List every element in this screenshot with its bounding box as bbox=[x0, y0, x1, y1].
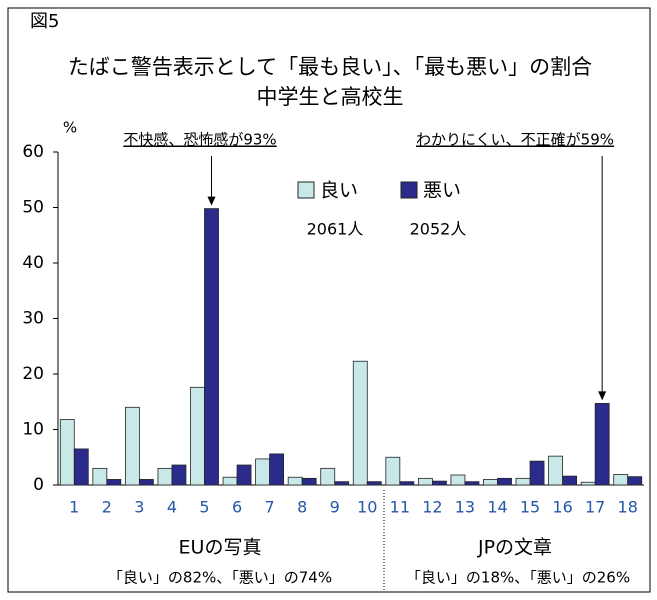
group-label: JPの文章 bbox=[477, 537, 552, 559]
x-tick-label: 16 bbox=[552, 498, 572, 517]
x-tick-label: 4 bbox=[167, 498, 177, 517]
bar bbox=[171, 464, 187, 486]
y-tick-label: 40 bbox=[22, 253, 44, 273]
figure-label: 図5 bbox=[30, 11, 59, 32]
bar bbox=[204, 208, 219, 486]
legend-count: 2061人 bbox=[307, 220, 364, 239]
y-tick-label: 60 bbox=[22, 142, 44, 162]
bar bbox=[548, 455, 564, 486]
legend-label: 良い bbox=[320, 180, 358, 202]
bar bbox=[236, 464, 252, 486]
bar bbox=[366, 481, 382, 486]
x-tick-label: 18 bbox=[618, 498, 638, 517]
group-note: 「良い」の82%、「悪い」の74% bbox=[108, 569, 332, 587]
x-tick-label: 8 bbox=[297, 498, 307, 517]
legend-label: 悪い bbox=[423, 180, 461, 202]
bar bbox=[627, 476, 643, 486]
x-tick-label: 9 bbox=[330, 498, 340, 517]
bar bbox=[483, 479, 498, 486]
bar bbox=[92, 467, 108, 486]
bar bbox=[417, 477, 433, 486]
arrow-head bbox=[207, 196, 216, 206]
bar bbox=[352, 360, 368, 486]
x-tick-label: 14 bbox=[487, 498, 507, 517]
bar bbox=[320, 467, 336, 486]
group-note: 「良い」の18%、「悪い」の26% bbox=[406, 569, 630, 587]
bar bbox=[124, 406, 140, 486]
x-tick-label: 17 bbox=[585, 498, 605, 517]
bar bbox=[59, 419, 75, 486]
bar bbox=[515, 477, 531, 486]
bar bbox=[529, 460, 545, 486]
y-tick-label: 0 bbox=[33, 475, 44, 495]
x-tick-label: 10 bbox=[357, 498, 377, 517]
x-tick-label: 13 bbox=[455, 498, 475, 517]
legend-count: 2052人 bbox=[410, 220, 467, 239]
x-tick-label: 3 bbox=[134, 498, 144, 517]
y-tick-label: 20 bbox=[22, 364, 44, 384]
bar bbox=[301, 477, 317, 486]
bar bbox=[562, 475, 578, 486]
annotation: わかりにくい、不正確が59% bbox=[416, 131, 614, 149]
bar bbox=[594, 403, 610, 486]
x-tick-label: 2 bbox=[102, 498, 112, 517]
bar bbox=[613, 474, 629, 486]
bar bbox=[287, 476, 303, 486]
x-tick-label: 6 bbox=[232, 498, 242, 517]
x-tick-label: 1 bbox=[69, 498, 79, 517]
bar bbox=[580, 481, 596, 486]
y-tick-label: 50 bbox=[22, 198, 44, 218]
arrow-head bbox=[598, 391, 607, 401]
bar bbox=[255, 458, 271, 486]
x-tick-label: 7 bbox=[265, 498, 275, 517]
x-tick-label: 5 bbox=[199, 498, 209, 517]
group-label: EUの写真 bbox=[179, 537, 262, 559]
x-tick-label: 12 bbox=[422, 498, 442, 517]
x-tick-label: 11 bbox=[390, 498, 410, 517]
bar bbox=[157, 467, 173, 486]
bar bbox=[497, 477, 512, 486]
x-tick-label: 15 bbox=[520, 498, 540, 517]
bar bbox=[138, 479, 154, 486]
y-tick-label: 10 bbox=[22, 420, 44, 440]
bar bbox=[190, 386, 205, 486]
bar bbox=[269, 453, 285, 486]
y-tick-label: 30 bbox=[22, 309, 44, 329]
bar bbox=[73, 448, 89, 486]
bar bbox=[450, 474, 466, 486]
bar bbox=[399, 481, 415, 486]
bar bbox=[385, 456, 401, 486]
chart-title: たばこ警告表示として「最も良い」、「最も悪い」の割合 bbox=[68, 55, 592, 79]
legend-swatch bbox=[400, 181, 418, 199]
chart-subtitle: 中学生と高校生 bbox=[257, 85, 404, 109]
bar bbox=[106, 479, 122, 486]
bar bbox=[464, 481, 480, 486]
bar bbox=[431, 480, 447, 486]
legend-swatch bbox=[297, 181, 315, 199]
y-axis-label: % bbox=[63, 119, 77, 137]
bar bbox=[334, 481, 350, 486]
bar bbox=[222, 476, 238, 486]
annotation: 不快感、恐怖感が93% bbox=[123, 131, 276, 149]
frame bbox=[7, 7, 651, 593]
